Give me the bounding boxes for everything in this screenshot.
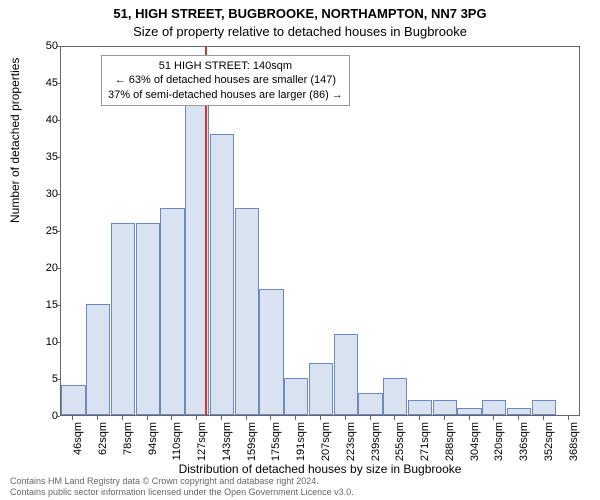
- x-tick-mark: [444, 416, 445, 420]
- x-tick-mark: [295, 416, 296, 420]
- x-tick-label: 46sqm: [72, 422, 84, 462]
- y-tick-mark: [56, 231, 60, 232]
- x-tick-mark: [394, 416, 395, 420]
- histogram-bar: [507, 408, 531, 415]
- x-tick-mark: [469, 416, 470, 420]
- x-tick-label: 304sqm: [469, 422, 481, 462]
- histogram-bar: [433, 400, 457, 415]
- x-tick-label: 352sqm: [543, 422, 555, 462]
- x-tick-mark: [320, 416, 321, 420]
- histogram-bar: [136, 223, 160, 415]
- y-axis-label: Number of detached properties: [8, 58, 22, 223]
- x-tick-mark: [568, 416, 569, 420]
- x-tick-mark: [419, 416, 420, 420]
- histogram-bar: [383, 378, 407, 415]
- y-tick-mark: [56, 379, 60, 380]
- x-axis-label: Distribution of detached houses by size …: [60, 462, 580, 476]
- x-tick-mark: [518, 416, 519, 420]
- x-tick-mark: [147, 416, 148, 420]
- annotation-line2: ← 63% of detached houses are smaller (14…: [108, 73, 343, 87]
- x-tick-mark: [97, 416, 98, 420]
- histogram-bar: [61, 385, 85, 415]
- x-tick-label: 175sqm: [270, 422, 282, 462]
- annotation-box: 51 HIGH STREET: 140sqm← 63% of detached …: [101, 55, 350, 106]
- x-tick-label: 159sqm: [246, 422, 258, 462]
- histogram-bar: [457, 408, 481, 415]
- x-tick-label: 336sqm: [518, 422, 530, 462]
- x-tick-label: 94sqm: [147, 422, 159, 462]
- histogram-bar: [358, 393, 382, 415]
- chart-subtitle: Size of property relative to detached ho…: [0, 24, 600, 39]
- x-tick-mark: [493, 416, 494, 420]
- footer-line1: Contains HM Land Registry data © Crown c…: [10, 476, 354, 487]
- y-tick-mark: [56, 83, 60, 84]
- x-tick-mark: [196, 416, 197, 420]
- x-tick-label: 255sqm: [394, 422, 406, 462]
- footer-attribution: Contains HM Land Registry data © Crown c…: [10, 476, 354, 498]
- x-tick-label: 207sqm: [320, 422, 332, 462]
- y-tick-mark: [56, 268, 60, 269]
- x-tick-label: 191sqm: [295, 422, 307, 462]
- x-tick-mark: [543, 416, 544, 420]
- histogram-bar: [408, 400, 432, 415]
- histogram-bar: [210, 134, 234, 415]
- x-tick-label: 110sqm: [171, 422, 183, 462]
- x-tick-label: 288sqm: [444, 422, 456, 462]
- x-tick-label: 320sqm: [493, 422, 505, 462]
- x-tick-mark: [122, 416, 123, 420]
- y-tick-mark: [56, 416, 60, 417]
- histogram-bar: [259, 289, 283, 415]
- x-tick-label: 223sqm: [345, 422, 357, 462]
- footer-line2: Contains public sector information licen…: [10, 487, 354, 498]
- histogram-bar: [111, 223, 135, 415]
- x-tick-label: 143sqm: [221, 422, 233, 462]
- histogram-bar: [482, 400, 506, 415]
- x-tick-mark: [72, 416, 73, 420]
- y-tick-mark: [56, 194, 60, 195]
- y-tick-mark: [56, 157, 60, 158]
- x-tick-label: 62sqm: [97, 422, 109, 462]
- y-tick-mark: [56, 342, 60, 343]
- y-tick-mark: [56, 120, 60, 121]
- plot-area: 51 HIGH STREET: 140sqm← 63% of detached …: [60, 46, 580, 416]
- histogram-bar: [532, 400, 556, 415]
- x-tick-mark: [221, 416, 222, 420]
- y-tick-mark: [56, 46, 60, 47]
- x-tick-label: 78sqm: [122, 422, 134, 462]
- annotation-line1: 51 HIGH STREET: 140sqm: [108, 59, 343, 73]
- x-tick-label: 271sqm: [419, 422, 431, 462]
- histogram-bar: [309, 363, 333, 415]
- histogram-bar: [86, 304, 110, 415]
- x-tick-mark: [270, 416, 271, 420]
- x-tick-mark: [246, 416, 247, 420]
- histogram-bar: [160, 208, 184, 415]
- histogram-bar: [284, 378, 308, 415]
- x-tick-mark: [345, 416, 346, 420]
- y-tick-mark: [56, 305, 60, 306]
- x-tick-label: 239sqm: [370, 422, 382, 462]
- x-tick-label: 127sqm: [196, 422, 208, 462]
- histogram-bar: [334, 334, 358, 415]
- histogram-bar: [235, 208, 259, 415]
- chart-title-address: 51, HIGH STREET, BUGBROOKE, NORTHAMPTON,…: [0, 6, 600, 21]
- x-tick-label: 368sqm: [568, 422, 580, 462]
- annotation-line3: 37% of semi-detached houses are larger (…: [108, 88, 343, 102]
- chart-container: 51, HIGH STREET, BUGBROOKE, NORTHAMPTON,…: [0, 0, 600, 500]
- x-tick-mark: [370, 416, 371, 420]
- x-tick-mark: [171, 416, 172, 420]
